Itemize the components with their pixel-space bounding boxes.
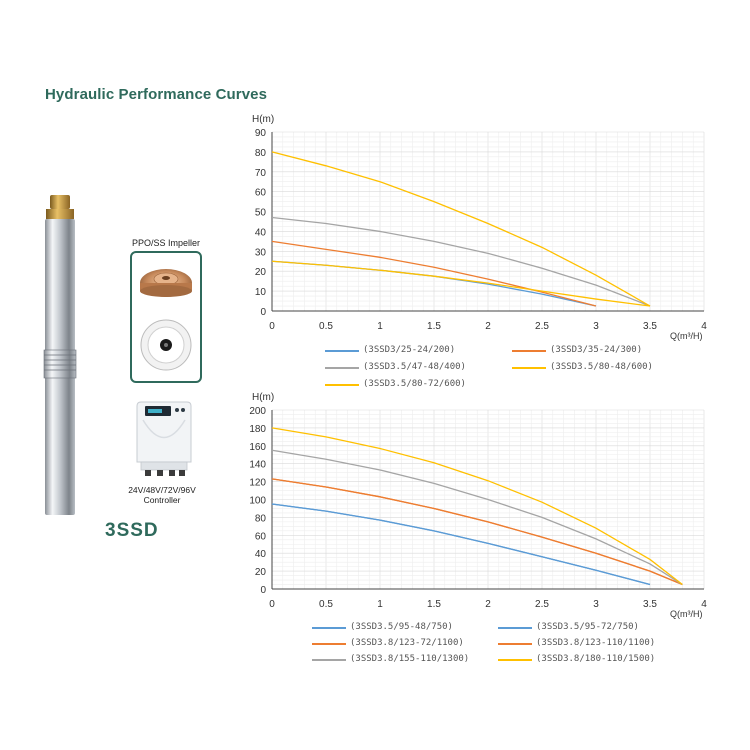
chart-1: 0 0.5 1 1.5 2 2.5 3 3.5 40102030405060708090H(m)… (252, 114, 707, 341)
y-tick-label: 20 (255, 567, 267, 578)
pump-image (43, 195, 77, 515)
legend-swatch (325, 350, 359, 352)
impeller-label: PPO/SS Impeller (131, 238, 201, 248)
y-tick-label: 50 (255, 208, 267, 219)
series-line (271, 216, 651, 307)
legend-label: (3SSD3.5/95-72/750) (536, 622, 639, 632)
impeller-box (130, 251, 202, 383)
legend-label: (3SSD3.5/80-72/600) (363, 379, 466, 389)
legend-swatch (498, 627, 532, 629)
y-tick-label: 10 (255, 287, 267, 298)
x-tick-label: 1 (377, 321, 383, 332)
page-title: Hydraulic Performance Curves (45, 86, 268, 103)
legend-label: (3SSD3/35-24/300) (550, 345, 643, 355)
series-line (271, 240, 597, 307)
legend-label: (3SSD3.8/123-110/1100) (536, 638, 656, 648)
legend-label: (3SSD3.8/180-110/1500) (536, 654, 656, 664)
x-tick-label: 0 (269, 321, 275, 332)
legend-label: (3SSD3.8/155-110/1300) (350, 654, 470, 664)
y-tick-label: 70 (255, 168, 267, 179)
impeller-icon (140, 269, 192, 371)
x-tick-label: 0 (269, 599, 275, 610)
legend-swatch (512, 350, 546, 352)
y-tick-label: 90 (255, 128, 267, 139)
x-tick-label: 0.5 (319, 599, 333, 610)
legend-label: (3SSD3/25-24/200) (363, 345, 456, 355)
series-line (271, 478, 683, 586)
controller-image (136, 401, 192, 476)
series-line (271, 427, 683, 586)
x-tick-label: 2.5 (535, 599, 549, 610)
chart-2: 0 0.5 1 1.5 2 2.5 3 3.5 402040608010012014016018… (249, 392, 707, 619)
y-axis-label: H(m) (252, 392, 274, 403)
x-tick-label: 2 (485, 599, 491, 610)
x-tick-label: 1.5 (427, 321, 441, 332)
y-tick-label: 20 (255, 267, 267, 278)
y-tick-label: 100 (249, 496, 266, 507)
legend-swatch (498, 659, 532, 661)
y-tick-label: 180 (249, 424, 266, 435)
y-tick-label: 80 (255, 513, 267, 524)
controller-label: 24V/48V/72V/96V Controller (128, 485, 196, 505)
x-tick-label: 3.5 (643, 599, 657, 610)
x-tick-label: 3 (593, 599, 599, 610)
y-tick-label: 0 (260, 307, 266, 318)
legend-label: (3SSD3.5/80-48/600) (550, 362, 653, 372)
y-tick-label: 0 (260, 585, 266, 596)
x-tick-label: 2 (485, 321, 491, 332)
series-line (271, 503, 651, 586)
series-line (271, 260, 651, 307)
legend-swatch (312, 659, 346, 661)
legend-swatch (325, 367, 359, 369)
legend-swatch (312, 627, 346, 629)
x-tick-label: 4 (701, 321, 707, 332)
legend-label: (3SSD3.5/95-48/750) (350, 622, 453, 632)
legend-label: (3SSD3.8/123-72/1100) (350, 638, 464, 648)
x-tick-label: 1 (377, 599, 383, 610)
y-tick-label: 40 (255, 549, 267, 560)
legend-swatch (312, 643, 346, 645)
y-tick-label: 160 (249, 442, 266, 453)
x-tick-label: 3 (593, 321, 599, 332)
x-tick-label: 3.5 (643, 321, 657, 332)
y-tick-label: 80 (255, 148, 267, 159)
y-tick-label: 200 (249, 406, 266, 417)
x-tick-label: 2.5 (535, 321, 549, 332)
series-line (271, 449, 683, 586)
x-tick-label: 4 (701, 599, 707, 610)
y-tick-label: 140 (249, 460, 266, 471)
y-tick-label: 120 (249, 478, 266, 489)
x-axis-label: Q(m³/H) (670, 331, 703, 341)
legend-swatch (498, 643, 532, 645)
y-tick-label: 60 (255, 188, 267, 199)
y-tick-label: 40 (255, 227, 267, 238)
y-axis-label: H(m) (252, 114, 274, 125)
model-name: 3SSD (105, 520, 159, 541)
legend-swatch (325, 384, 359, 386)
legend-swatch (512, 367, 546, 369)
x-axis-label: Q(m³/H) (670, 609, 703, 619)
x-tick-label: 0.5 (319, 321, 333, 332)
y-tick-label: 60 (255, 531, 267, 542)
legend-label: (3SSD3.5/47-48/400) (363, 362, 466, 372)
y-tick-label: 30 (255, 247, 267, 258)
series-line (271, 151, 651, 307)
x-tick-label: 1.5 (427, 599, 441, 610)
